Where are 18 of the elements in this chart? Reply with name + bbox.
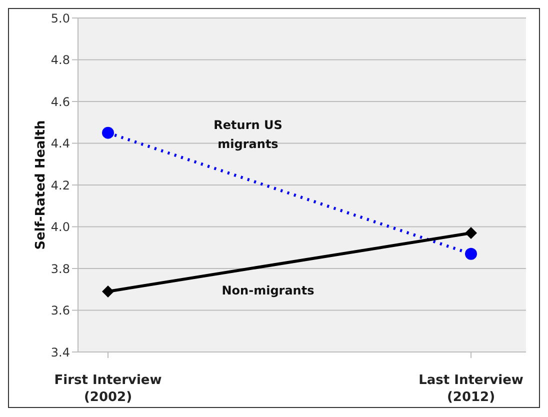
point — [102, 285, 114, 298]
y-tick-label: 4.6 — [50, 94, 70, 109]
y-tick-label: 3.6 — [50, 304, 70, 318]
y-axis-title: Self-Rated Health — [34, 120, 49, 250]
y-tick-label: 4.8 — [50, 53, 70, 68]
x-tick-label: First Interview (2002) — [54, 373, 162, 405]
point — [465, 227, 477, 240]
y-tick-label: 4.0 — [50, 220, 70, 234]
point — [465, 248, 477, 260]
x-tick-label: Last Interview (2012) — [418, 373, 524, 405]
y-tick-label: 4.4 — [50, 136, 70, 151]
series-label: Return US migrants — [214, 118, 282, 151]
point — [102, 126, 114, 139]
y-tick-label: 3.4 — [50, 345, 70, 360]
y-tick-label: 4.2 — [50, 178, 70, 192]
y-tick-label: 3.8 — [50, 262, 70, 276]
series-label: Non-migrants — [222, 283, 314, 298]
y-tick-label: 5.0 — [50, 11, 70, 26]
